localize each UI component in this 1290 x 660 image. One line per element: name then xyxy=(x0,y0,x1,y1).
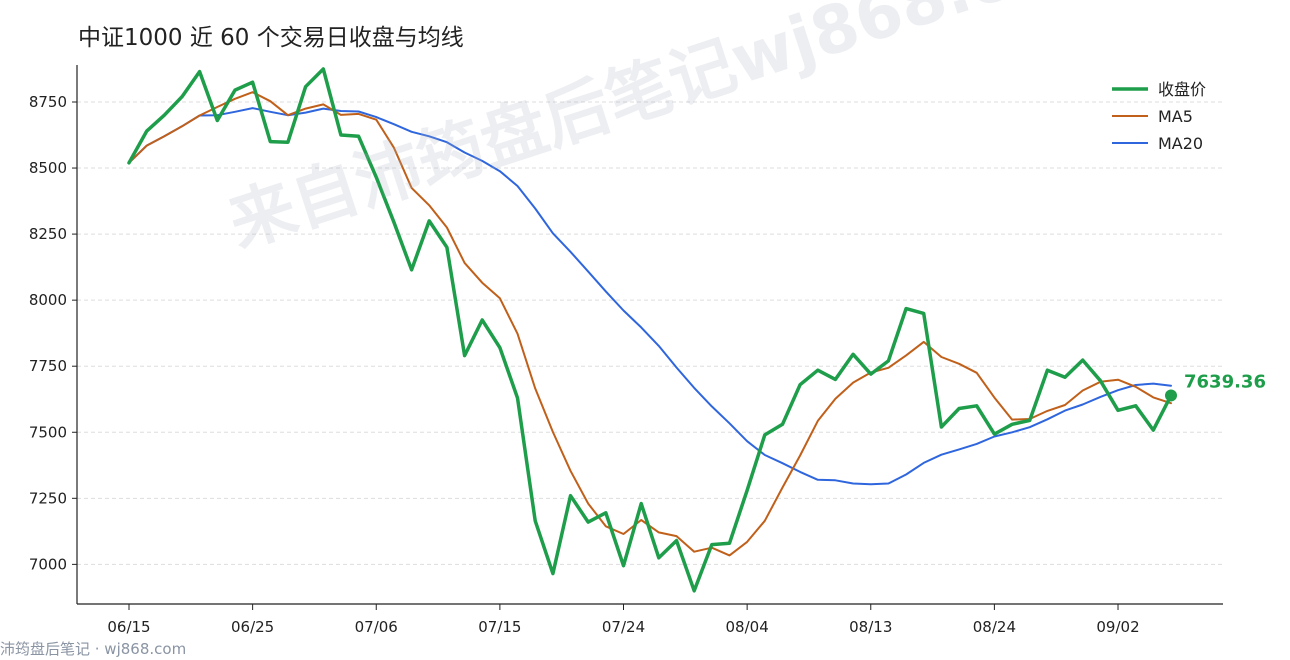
last-point-label: 7639.36 xyxy=(1184,371,1266,392)
y-tick-label-8500: 8500 xyxy=(29,159,67,177)
grid-lines xyxy=(77,101,1223,565)
series-lines xyxy=(127,67,1173,593)
y-axis-ticks: 7000 7250 7500 7750 8000 8250 8500 8750 xyxy=(29,93,77,573)
legend: 收盘价 MA5 MA20 xyxy=(1112,80,1206,153)
y-tick-label-7500: 7500 xyxy=(29,423,67,441)
y-tick-label-7750: 7750 xyxy=(29,357,67,375)
legend-label-close: 收盘价 xyxy=(1158,80,1206,99)
series-line-close xyxy=(127,67,1173,593)
x-axis-ticks: 06/15 06/25 07/06 07/15 07/24 08/04 08/13 08/24… xyxy=(107,604,1140,636)
legend-label-ma20: MA20 xyxy=(1158,134,1203,153)
legend-label-ma5: MA5 xyxy=(1158,107,1193,126)
x-tick-label-07/06: 07/06 xyxy=(355,618,398,636)
y-tick-label-7000: 7000 xyxy=(29,555,67,573)
x-tick-label-09/02: 09/02 xyxy=(1096,618,1139,636)
x-tick-label-08/24: 08/24 xyxy=(973,618,1016,636)
x-tick-label-07/15: 07/15 xyxy=(478,618,521,636)
x-tick-label-08/13: 08/13 xyxy=(849,618,892,636)
last-point-annotation: 7639.36 xyxy=(1165,371,1266,402)
series-line-ma20 xyxy=(128,107,1172,486)
footer-credit: 沛筠盘后笔记 · wj868.com xyxy=(0,640,187,658)
y-tick-label-8250: 8250 xyxy=(29,225,67,243)
y-tick-label-7250: 7250 xyxy=(29,489,67,507)
chart-title: 中证1000 近 60 个交易日收盘与均线 xyxy=(78,25,464,51)
x-tick-label-06/25: 06/25 xyxy=(231,618,274,636)
y-tick-label-8750: 8750 xyxy=(29,93,67,111)
x-tick-label-08/04: 08/04 xyxy=(726,618,769,636)
y-tick-label-8000: 8000 xyxy=(29,291,67,309)
axes xyxy=(76,65,1223,605)
last-point-marker xyxy=(1165,389,1177,402)
x-tick-label-07/24: 07/24 xyxy=(602,618,645,636)
x-tick-label-06/15: 06/15 xyxy=(107,618,150,636)
